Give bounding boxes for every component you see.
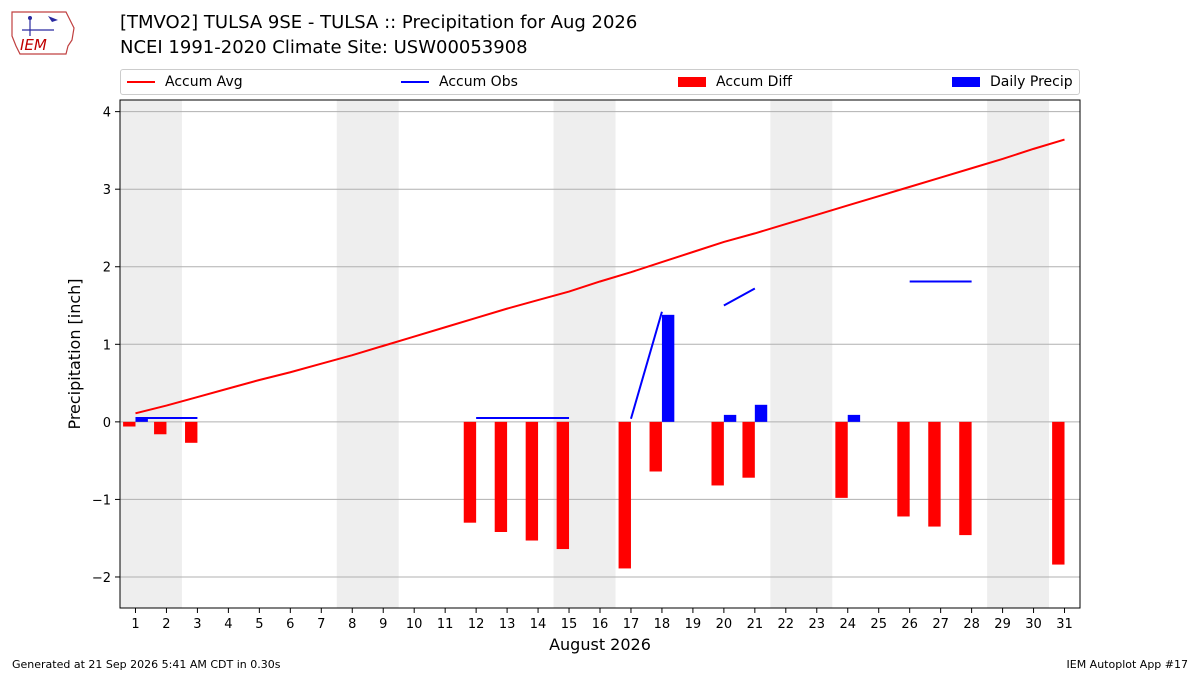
- x-tick-label: 16: [592, 617, 609, 632]
- legend-swatch: [952, 77, 980, 87]
- legend: Accum Avg Accum Obs Accum Diff Daily Pre…: [120, 69, 1080, 95]
- x-tick-label: 11: [437, 617, 454, 632]
- accum-diff-bar: [494, 421, 508, 532]
- chart-title: [TMVO2] TULSA 9SE - TULSA :: Precipitati…: [120, 12, 638, 33]
- accum-diff-bar: [649, 421, 662, 472]
- accum-avg-line: [135, 138, 1065, 415]
- footer-app: IEM Autoplot App #17: [1066, 658, 1189, 671]
- legend-label: Accum Diff: [716, 74, 793, 90]
- y-tick-label: 1: [103, 338, 111, 353]
- x-tick-label: 26: [901, 617, 918, 632]
- accum-diff-bar: [711, 421, 724, 486]
- accum-diff-bar: [1052, 421, 1065, 565]
- x-tick-label: 2: [162, 617, 170, 632]
- x-tick-label: 23: [809, 617, 826, 632]
- legend-swatch: [127, 81, 155, 83]
- x-tick-label: 7: [317, 617, 325, 632]
- iem-logo: IEM: [11, 11, 75, 55]
- accum-diff-bar: [897, 421, 910, 517]
- x-tick-label: 29: [994, 617, 1011, 632]
- x-tick-label: 25: [870, 617, 887, 632]
- legend-swatch: [678, 77, 706, 87]
- logo-text: IEM: [20, 36, 47, 54]
- footer-generated: Generated at 21 Sep 2026 5:41 AM CDT in …: [12, 658, 281, 671]
- weekend-shade: [336, 100, 399, 608]
- x-tick-label: 17: [623, 617, 640, 632]
- weekend-shade: [553, 100, 616, 608]
- x-tick-label: 12: [468, 617, 485, 632]
- legend-item-accum-obs: Accum Obs: [401, 73, 518, 91]
- x-tick-label: 6: [286, 617, 294, 632]
- y-tick-label: −2: [92, 571, 111, 586]
- x-tick-label: 30: [1025, 617, 1042, 632]
- accum-obs-line: [723, 287, 756, 307]
- x-tick-label: 8: [348, 617, 356, 632]
- legend-item-daily-precip: Daily Precip: [952, 73, 1073, 91]
- accum-diff-bar: [835, 421, 848, 498]
- x-tick-label: 13: [499, 617, 516, 632]
- weekend-shade: [770, 100, 833, 608]
- y-axis-label: Precipitation [inch]: [65, 278, 84, 429]
- accum-diff-bar: [463, 421, 477, 523]
- x-tick-label: 14: [530, 617, 547, 632]
- weekend-shade: [987, 100, 1050, 608]
- x-tick-label: 19: [685, 617, 702, 632]
- plot-frame: [119, 99, 1081, 609]
- x-tick-label: 22: [778, 617, 795, 632]
- y-tick-label: 0: [103, 416, 111, 431]
- legend-label: Daily Precip: [990, 74, 1073, 90]
- legend-label: Accum Avg: [165, 74, 243, 90]
- accum-diff-bar: [618, 421, 631, 569]
- x-tick-label: 24: [839, 617, 856, 632]
- chart-subtitle: NCEI 1991-2020 Climate Site: USW00053908: [120, 37, 528, 58]
- legend-label: Accum Obs: [439, 74, 518, 90]
- x-tick-label: 27: [932, 617, 949, 632]
- legend-swatch: [401, 81, 429, 83]
- iowa-outline-shape: [11, 11, 75, 55]
- legend-item-accum-diff: Accum Diff: [678, 73, 792, 91]
- x-tick-label: 20: [716, 617, 733, 632]
- daily-precip-bar: [847, 414, 861, 422]
- daily-precip-bar: [754, 404, 768, 422]
- x-axis-label: August 2026: [549, 635, 651, 654]
- y-tick-label: 3: [103, 183, 111, 198]
- accum-obs-line: [630, 311, 663, 420]
- accum-diff-bar: [928, 421, 941, 527]
- daily-precip-bar: [723, 414, 737, 422]
- x-tick-label: 31: [1056, 617, 1073, 632]
- x-tick-label: 21: [747, 617, 764, 632]
- daily-precip-bar: [661, 314, 675, 422]
- x-tick-label: 28: [963, 617, 980, 632]
- legend-item-accum-avg: Accum Avg: [127, 73, 243, 91]
- accum-diff-bar: [525, 421, 539, 541]
- x-tick-label: 9: [379, 617, 387, 632]
- y-tick-label: 2: [103, 261, 111, 276]
- x-tick-label: 15: [561, 617, 578, 632]
- x-tick-label: 3: [193, 617, 201, 632]
- accum-diff-bar: [742, 421, 755, 478]
- x-tick-label: 1: [131, 617, 139, 632]
- weekend-shade: [120, 100, 182, 608]
- accum-diff-bar: [154, 421, 167, 435]
- x-tick-label: 5: [255, 617, 263, 632]
- accum-diff-bar: [556, 421, 570, 550]
- y-tick-label: 4: [103, 106, 111, 121]
- y-tick-label: −1: [92, 493, 111, 508]
- x-tick-label: 4: [224, 617, 232, 632]
- x-tick-label: 18: [654, 617, 671, 632]
- daily-precip-bar: [135, 417, 148, 422]
- accum-diff-bar: [123, 421, 136, 427]
- accum-diff-bar: [959, 421, 972, 536]
- x-tick-label: 10: [406, 617, 423, 632]
- accum-diff-bar: [185, 421, 198, 443]
